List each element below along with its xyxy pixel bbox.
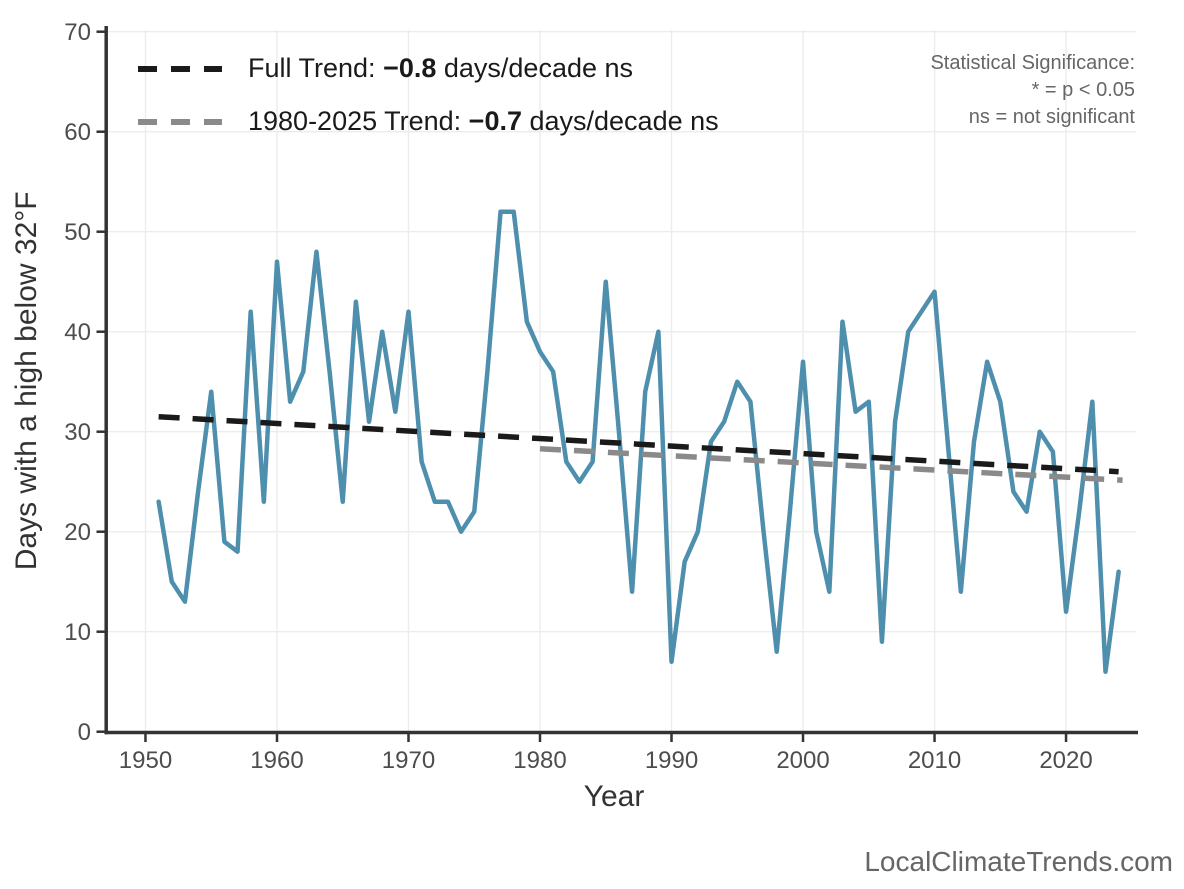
x-tick-label: 1970 [382,747,435,774]
x-tick-label: 2000 [776,747,829,774]
watermark: LocalClimateTrends.com [864,846,1173,877]
y-tick-label: 10 [64,619,91,646]
y-tick-label: 40 [64,319,91,346]
legend-row-full-trend: Full Trend: −0.8 days/decade ns [136,42,719,95]
legend-recent-trend-suffix: days/decade ns [521,106,719,136]
x-tick-label: 1950 [119,747,172,774]
x-tick-label: 2010 [908,747,961,774]
legend-label-full-trend: Full Trend: −0.8 days/decade ns [248,53,633,84]
legend-recent-trend-prefix: 1980-2025 Trend: [248,106,469,136]
data-line-observed [156,209,1121,674]
y-tick-label: 50 [64,219,91,246]
x-tick-label: 2020 [1039,747,1092,774]
legend-recent-trend-value: −0.7 [468,106,522,136]
legend-label-recent-trend: 1980-2025 Trend: −0.7 days/decade ns [248,106,719,137]
y-tick-label: 20 [64,519,91,546]
x-tick-label: 1960 [250,747,303,774]
legend-full-trend-suffix: days/decade ns [436,53,634,83]
trend-line-full [158,413,1119,475]
x-tick-label: 1990 [645,747,698,774]
y-tick-label: 70 [64,19,91,46]
trend-line-1980-2025 [539,445,1123,483]
significance-note-ns: ns = not significant [968,106,1135,128]
legend-full-trend-value: −0.8 [383,53,437,83]
full-trend-dash-icon [138,65,222,72]
y-tick-label: 0 [78,719,91,746]
y-axis-title: Days with a high below 32°F [10,191,43,570]
legend-row-recent-trend: 1980-2025 Trend: −0.7 days/decade ns [136,95,719,148]
y-tick-label: 60 [64,119,91,146]
trend-legend: Full Trend: −0.8 days/decade ns 1980-202… [136,42,719,148]
significance-note: Statistical Significance: * = p < 0.05 n… [930,50,1135,131]
y-tick-label: 30 [64,419,91,446]
legend-full-trend-prefix: Full Trend: [248,53,384,83]
recent-trend-dash-icon [138,118,222,125]
significance-note-title: Statistical Significance: [930,52,1135,74]
significance-note-star: * = p < 0.05 [1031,79,1135,101]
x-tick-label: 1980 [513,747,566,774]
x-axis-title: Year [584,780,645,813]
